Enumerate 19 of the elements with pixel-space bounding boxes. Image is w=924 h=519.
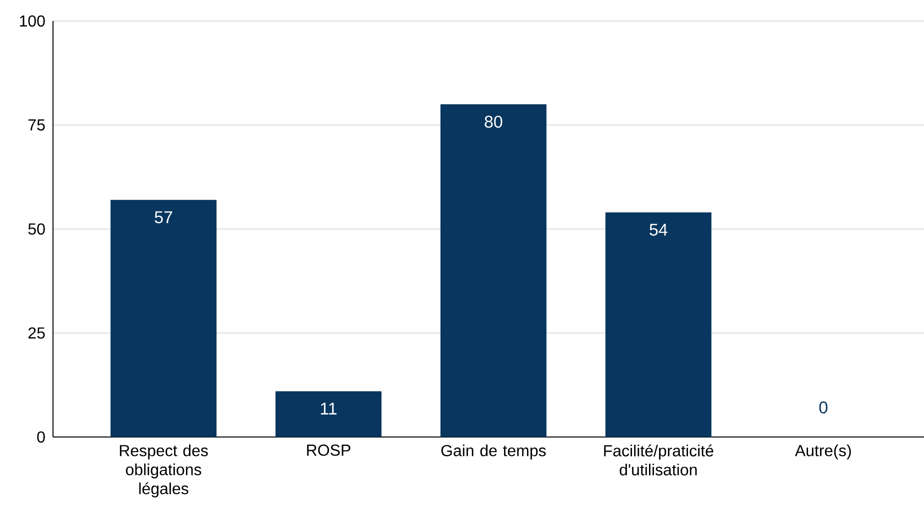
x-tick-label: Gain de temps [441, 444, 546, 460]
data-label: 57 [154, 211, 172, 224]
bar [605, 212, 712, 437]
x-tick-label: Respect des obligations légales [120, 444, 208, 498]
data-label: 0 [819, 401, 828, 414]
x-tick-label: Facilité/praticité d'utilisation [604, 444, 714, 476]
y-tick-label: 100 [20, 15, 45, 27]
y-tick-label: 0 [37, 431, 45, 443]
bar [440, 104, 546, 437]
data-label: 11 [320, 402, 336, 414]
bar [110, 200, 217, 437]
bar [275, 391, 382, 437]
y-tick-label: 75 [28, 119, 45, 131]
data-label: 80 [484, 116, 502, 128]
y-tick-label: 50 [28, 223, 45, 235]
y-tick-label: 25 [28, 327, 45, 339]
data-label: 54 [650, 224, 668, 236]
x-tick-label: ROSP [307, 444, 350, 456]
x-tick-label: Autre(s) [794, 444, 851, 460]
